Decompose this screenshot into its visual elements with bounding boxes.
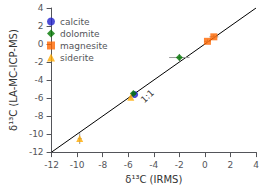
- svg-text:dolomite: dolomite: [60, 29, 100, 39]
- svg-text:-4: -4: [149, 160, 158, 170]
- svg-text:-8: -8: [98, 160, 107, 170]
- svg-text:2: 2: [228, 160, 234, 170]
- svg-text:1:1: 1:1: [139, 88, 156, 105]
- svg-text:0: 0: [202, 160, 208, 170]
- svg-text:4: 4: [38, 3, 44, 13]
- svg-text:-8: -8: [35, 111, 44, 121]
- svg-text:-6: -6: [124, 160, 133, 170]
- svg-text:calcite: calcite: [60, 17, 90, 27]
- svg-text:4: 4: [253, 160, 259, 170]
- svg-text:-4: -4: [35, 75, 44, 85]
- svg-text:δ¹³C (IRMS): δ¹³C (IRMS): [125, 174, 182, 185]
- svg-text:2: 2: [38, 21, 44, 31]
- svg-text:-10: -10: [29, 129, 44, 139]
- svg-text:-2: -2: [35, 57, 44, 67]
- svg-text:siderite: siderite: [60, 53, 94, 63]
- svg-text:δ¹³C (LA-MC-ICP-MS): δ¹³C (LA-MC-ICP-MS): [8, 29, 19, 131]
- svg-text:-2: -2: [175, 160, 184, 170]
- svg-text:-12: -12: [29, 147, 44, 157]
- svg-text:-10: -10: [70, 160, 85, 170]
- svg-text:magnesite: magnesite: [60, 41, 108, 51]
- svg-text:0: 0: [38, 39, 44, 49]
- svg-text:-6: -6: [35, 93, 44, 103]
- svg-text:-12: -12: [44, 160, 59, 170]
